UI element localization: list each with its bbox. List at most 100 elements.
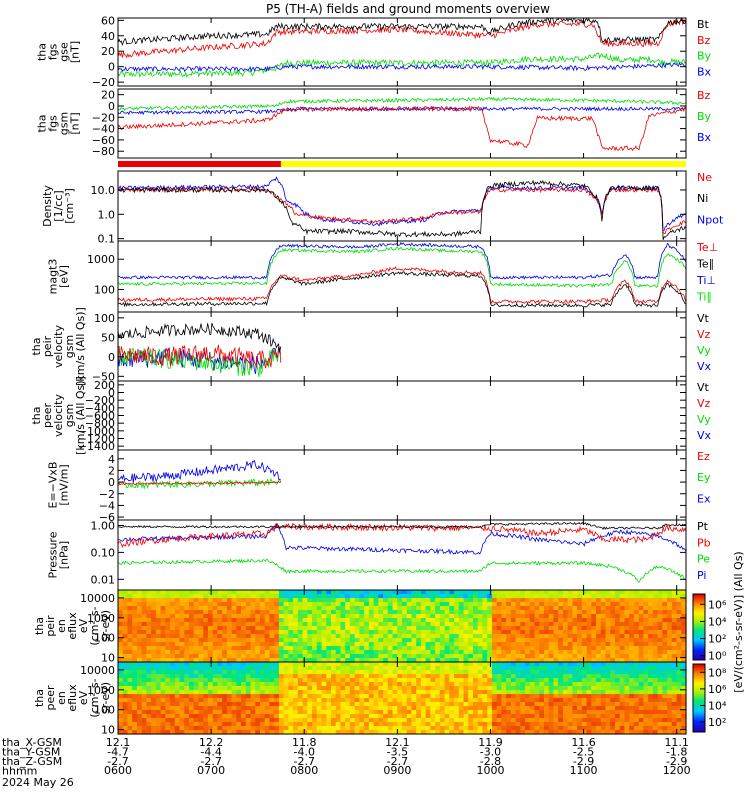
spectrogram-cell xyxy=(136,614,143,619)
spectrogram-cell xyxy=(491,614,498,619)
spectrogram-cell xyxy=(435,658,441,663)
spectrogram-cell xyxy=(586,658,592,663)
spectrogram-cell xyxy=(402,634,408,639)
spectrogram-cell xyxy=(458,622,465,627)
spectrogram-cell xyxy=(454,710,460,715)
spectrogram-cell xyxy=(449,606,455,611)
spectrogram-cell xyxy=(269,590,275,595)
spectrogram-cell xyxy=(118,642,124,647)
spectrogram-cell xyxy=(222,602,228,607)
spectrogram-cell xyxy=(132,622,138,627)
spectrogram-cell xyxy=(198,598,204,603)
spectrogram-cell xyxy=(449,590,455,595)
spectrogram-cell xyxy=(212,590,218,595)
spectrogram-cell xyxy=(231,730,237,735)
spectrogram-cell xyxy=(468,662,474,667)
spectrogram-cell xyxy=(411,722,417,727)
spectrogram-cell xyxy=(525,650,531,655)
spectrogram-cell xyxy=(359,662,365,667)
spectrogram-cell xyxy=(302,654,308,659)
spectrogram-cell xyxy=(439,714,446,719)
spectrogram-cell xyxy=(293,634,299,639)
spectrogram-cell xyxy=(477,682,484,687)
spectrogram-cell xyxy=(558,722,564,727)
spectrogram-cell xyxy=(174,718,181,723)
spectrogram-cell xyxy=(643,718,649,723)
spectrogram-cell xyxy=(340,606,346,611)
spectrogram-cell xyxy=(260,666,266,671)
spectrogram-cell xyxy=(577,714,583,719)
spectrogram-cell xyxy=(316,650,323,655)
spectrogram-cell xyxy=(165,622,171,627)
spectrogram-cell xyxy=(160,590,166,595)
spectrogram-cell xyxy=(619,662,626,667)
spectrogram-cell xyxy=(676,622,682,627)
spectrogram-cell xyxy=(577,666,583,671)
spectrogram-cell xyxy=(624,614,630,619)
spectrogram-cell xyxy=(217,686,223,691)
spectrogram-cell xyxy=(539,718,545,723)
spectrogram-cell xyxy=(577,638,583,643)
spectrogram-cell xyxy=(544,646,550,651)
spectrogram-cell xyxy=(477,714,484,719)
spectrogram-cell xyxy=(425,630,431,635)
spectrogram-cell xyxy=(326,642,332,647)
spectrogram-cell xyxy=(340,706,346,711)
spectrogram-cell xyxy=(345,674,351,679)
spectrogram-cell xyxy=(212,594,218,599)
spectrogram-cell xyxy=(368,698,375,703)
spectrogram-cell xyxy=(198,642,204,647)
spectrogram-cell xyxy=(345,666,351,671)
spectrogram-cell xyxy=(383,694,389,699)
spectrogram-cell xyxy=(155,638,162,643)
spectrogram-cell xyxy=(127,682,133,687)
spectrogram-cell xyxy=(491,662,498,667)
spectrogram-cell xyxy=(231,614,237,619)
spectrogram-cell xyxy=(397,658,403,663)
spectrogram-cell xyxy=(662,638,668,643)
spectrogram-cell xyxy=(586,718,592,723)
spectrogram-cell xyxy=(212,666,218,671)
spectrogram-cell xyxy=(293,622,299,627)
spectrogram-cell xyxy=(458,658,465,663)
spectrogram-cell xyxy=(118,594,124,599)
spectrogram-cell xyxy=(260,722,266,727)
spectrogram-cell xyxy=(212,670,218,675)
spectrogram-cell xyxy=(364,598,370,603)
spectrogram-cell xyxy=(264,634,271,639)
spectrogram-cell xyxy=(562,658,569,663)
spectrogram-cell xyxy=(572,626,578,631)
spectrogram-cell xyxy=(397,666,403,671)
legend-entry: Ne xyxy=(697,171,712,184)
spectrogram-cell xyxy=(278,682,285,687)
spectrogram-cell xyxy=(255,686,261,691)
spectrogram-cell xyxy=(454,726,460,731)
spectrogram-cell xyxy=(458,686,465,691)
spectrogram-cell xyxy=(141,686,147,691)
spectrogram-cell xyxy=(264,662,271,667)
spectrogram-cell xyxy=(179,630,185,635)
spectrogram-cell xyxy=(619,610,626,615)
spectrogram-cell xyxy=(416,718,422,723)
spectrogram-cell xyxy=(241,610,247,615)
spectrogram-cell xyxy=(331,630,337,635)
spectrogram-cell xyxy=(269,686,275,691)
spectrogram-cell xyxy=(619,594,626,599)
spectrogram-cell xyxy=(203,698,209,703)
spectrogram-cell xyxy=(118,602,124,607)
spectrogram-cell xyxy=(302,638,308,643)
spectrogram-cell xyxy=(586,606,592,611)
spectrogram-cell xyxy=(283,706,289,711)
spectrogram-cell xyxy=(165,666,171,671)
spectrogram-cell xyxy=(212,638,218,643)
spectrogram-cell xyxy=(444,634,450,639)
spectrogram-cell xyxy=(558,726,564,731)
spectrogram-cell xyxy=(458,726,465,731)
spectrogram-cell xyxy=(411,590,417,595)
colorbar-top-swatch xyxy=(693,611,705,614)
spectrogram-cell xyxy=(482,650,488,655)
spectrogram-cell xyxy=(544,618,550,623)
spectrogram-cell xyxy=(307,678,313,683)
spectrogram-cell xyxy=(411,610,417,615)
y-tick-label: −400 xyxy=(85,402,115,415)
